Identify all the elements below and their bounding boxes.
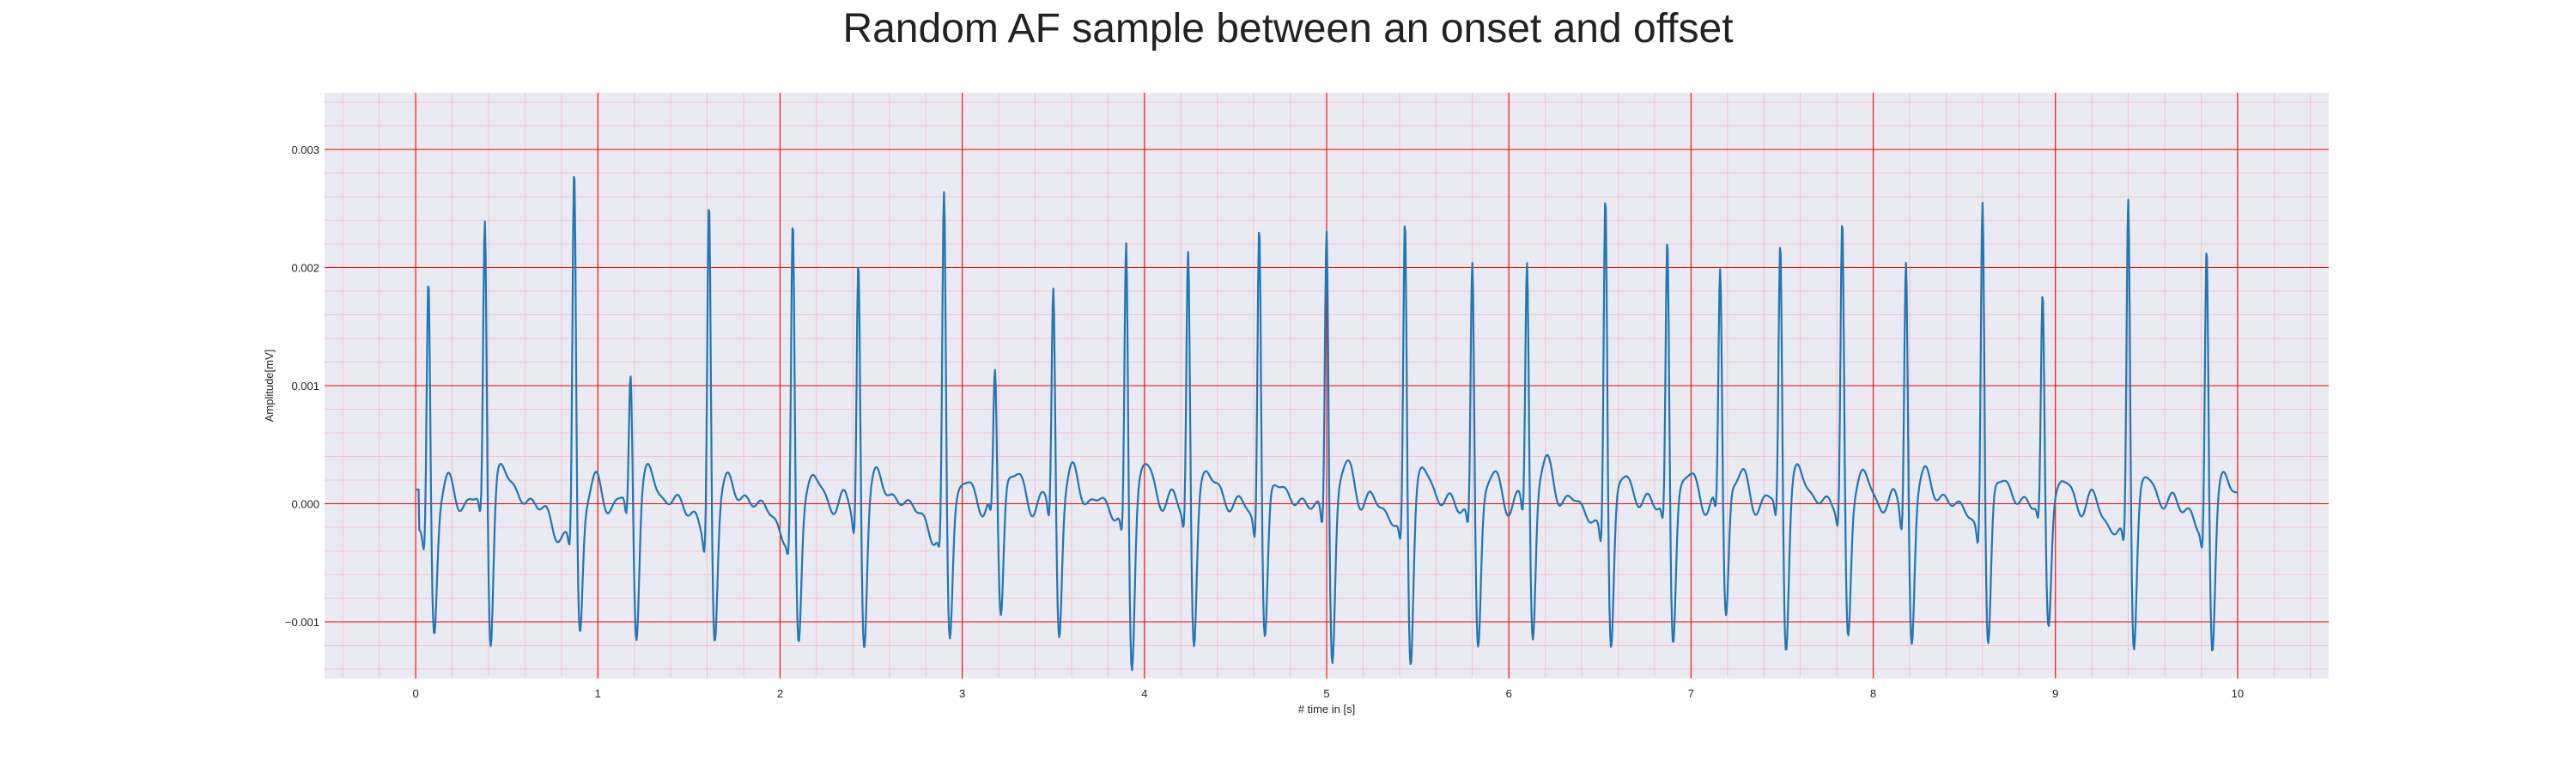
x-tick-label: 2: [777, 687, 783, 700]
chart-title: Random AF sample between an onset and of…: [842, 6, 1734, 52]
y-tick-label: 0.003: [291, 143, 319, 156]
x-tick-label: 8: [1870, 687, 1876, 700]
x-tick-label: 7: [1688, 687, 1694, 700]
y-tick-label: 0.001: [291, 380, 319, 393]
y-tick-label: −0.001: [285, 616, 319, 629]
x-axis-label: # time in [s]: [1298, 703, 1355, 715]
ecg-series-line: [415, 175, 2239, 672]
x-tick-label: 5: [1323, 687, 1329, 700]
y-axis-label: Amplitude[mV]: [263, 350, 276, 423]
x-tick-label: 3: [959, 687, 965, 700]
x-tick-label: 10: [2232, 687, 2244, 700]
series-group: [415, 175, 2239, 672]
x-tick-label: 0: [412, 687, 418, 700]
x-tick-label: 6: [1506, 687, 1512, 700]
y-tick-label: 0.002: [291, 262, 319, 275]
y-ticks: −0.001 0.000 0.001 0.002 0.003: [285, 143, 319, 629]
x-tick-label: 4: [1141, 687, 1147, 700]
x-ticks: 0 1 2 3 4 5 6 7 8 9 10: [412, 687, 2244, 700]
x-tick-label: 9: [2052, 687, 2058, 700]
y-tick-label: 0.000: [291, 498, 319, 511]
x-tick-label: 1: [595, 687, 601, 700]
